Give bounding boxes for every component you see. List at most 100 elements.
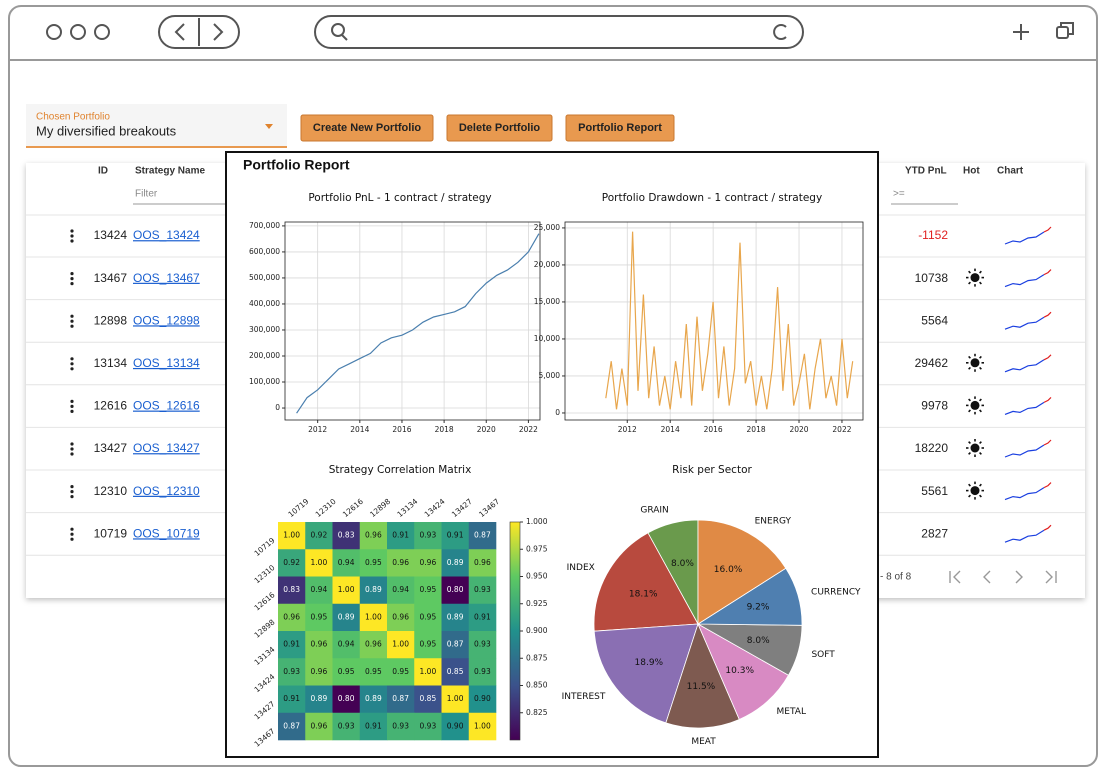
heatmap-cell: [414, 549, 442, 577]
hot-icon: [979, 483, 982, 487]
row-menu[interactable]: [70, 324, 74, 328]
row-menu[interactable]: [70, 447, 74, 451]
hot-icon: [968, 366, 971, 370]
row-menu[interactable]: [70, 229, 74, 233]
cell-label: 0.94: [392, 585, 409, 594]
row-menu[interactable]: [70, 404, 74, 408]
strategy-link[interactable]: OOS_12310: [133, 484, 200, 498]
row-menu[interactable]: [70, 490, 74, 494]
forward-button[interactable]: [213, 23, 224, 41]
window-dot[interactable]: [70, 24, 86, 40]
hot-icon: [970, 400, 980, 410]
pager-button[interactable]: [983, 570, 991, 584]
strategy-link[interactable]: OOS_13134: [133, 356, 200, 370]
x-tick-label: 2016: [392, 425, 411, 434]
row-menu[interactable]: [70, 532, 74, 536]
cell-label: 0.93: [420, 721, 437, 730]
heatmap-cell: [332, 522, 361, 550]
button-label[interactable]: Portfolio Report: [578, 122, 662, 134]
row-menu[interactable]: [70, 537, 74, 541]
row-menu[interactable]: [70, 282, 74, 286]
select-arrow[interactable]: [265, 124, 273, 129]
hot-icon: [979, 452, 982, 455]
row-menu[interactable]: [70, 485, 74, 489]
chart-title: Portfolio Drawdown - 1 contract / strate…: [602, 192, 822, 204]
tabs-button[interactable]: [1060, 22, 1074, 35]
ytd-pnl: 5561: [921, 484, 948, 498]
pager-button[interactable]: [949, 570, 961, 584]
row-menu[interactable]: [70, 314, 74, 318]
reload-button[interactable]: [773, 24, 787, 40]
row-menu[interactable]: [70, 409, 74, 413]
category-label: ENERGY: [755, 517, 792, 527]
cell-label: 0.96: [420, 558, 437, 567]
heatmap-cell: [468, 631, 497, 659]
row-menu[interactable]: [70, 234, 74, 238]
category-label: MEAT: [691, 737, 716, 747]
y-tick-label: 300,000: [249, 325, 280, 334]
x-tick-label: 2020: [477, 425, 496, 434]
colorbar: [509, 521, 521, 741]
hot-icon: [979, 270, 982, 274]
strategy-link[interactable]: OOS_12616: [133, 399, 200, 413]
cell-label: 0.93: [338, 721, 355, 730]
cell-label: 1.00: [447, 694, 464, 703]
filter-operator[interactable]: >=: [893, 189, 905, 200]
cell-label: 0.93: [420, 531, 437, 540]
button[interactable]: [446, 114, 553, 142]
tabs-button[interactable]: [1056, 26, 1069, 39]
strategy-link[interactable]: OOS_13424: [133, 228, 200, 242]
row-menu[interactable]: [70, 319, 74, 323]
heatmap-cell: [278, 522, 306, 550]
strategy-link[interactable]: OOS_13427: [133, 441, 200, 455]
cell-label: 0.89: [311, 694, 328, 703]
heatmap-cell: [278, 576, 306, 605]
chart-title: Risk per Sector: [672, 464, 752, 476]
filter-input[interactable]: Filter: [135, 189, 158, 200]
back-button[interactable]: [174, 23, 185, 41]
button[interactable]: [565, 114, 675, 142]
x-tick-label: 2022: [832, 425, 851, 434]
sparkline: [1004, 359, 1045, 373]
cell-label: 0.96: [365, 640, 382, 649]
strategy-link[interactable]: OOS_12898: [133, 313, 200, 327]
row-menu[interactable]: [70, 362, 74, 366]
nav-buttons: [158, 15, 240, 49]
row-menu[interactable]: [70, 495, 74, 499]
window-dot[interactable]: [94, 24, 110, 40]
button[interactable]: [300, 114, 434, 142]
row-id: 12898: [94, 313, 128, 327]
row-menu[interactable]: [70, 452, 74, 456]
cell-label: 0.95: [420, 585, 437, 594]
heatmap-cell: [278, 658, 306, 686]
button-label[interactable]: Create New Portfolio: [313, 122, 421, 134]
pager-button[interactable]: [1015, 570, 1023, 584]
row-menu[interactable]: [70, 277, 74, 281]
heatmap-cell: [305, 631, 333, 659]
x-tick-label: 2014: [661, 425, 680, 434]
strategy-link[interactable]: OOS_10719: [133, 526, 200, 540]
colorbar-tick-label: 1.000: [526, 517, 548, 526]
portfolio-select[interactable]: [26, 104, 287, 148]
x-tick-label: 2012: [618, 425, 637, 434]
window-dot[interactable]: [46, 24, 62, 40]
row-menu[interactable]: [70, 527, 74, 531]
heatmap-cell: [332, 603, 361, 632]
cell-label: 0.85: [420, 694, 437, 703]
cell-label: 0.90: [474, 694, 491, 703]
row-menu[interactable]: [70, 239, 74, 243]
row-menu[interactable]: [70, 442, 74, 446]
y-tick-label: 200,000: [249, 351, 280, 360]
row-menu[interactable]: [70, 399, 74, 403]
category-label: INDEX: [567, 563, 595, 573]
row-menu[interactable]: [70, 357, 74, 361]
pager-button[interactable]: [1045, 570, 1057, 584]
row-id: 13134: [94, 356, 128, 370]
button-label[interactable]: Delete Portfolio: [459, 122, 541, 134]
cell-label: 0.96: [311, 721, 328, 730]
heatmap-cell: [387, 603, 415, 632]
row-menu[interactable]: [70, 367, 74, 371]
address-bar[interactable]: [314, 15, 804, 49]
strategy-link[interactable]: OOS_13467: [133, 271, 200, 285]
row-menu[interactable]: [70, 272, 74, 276]
